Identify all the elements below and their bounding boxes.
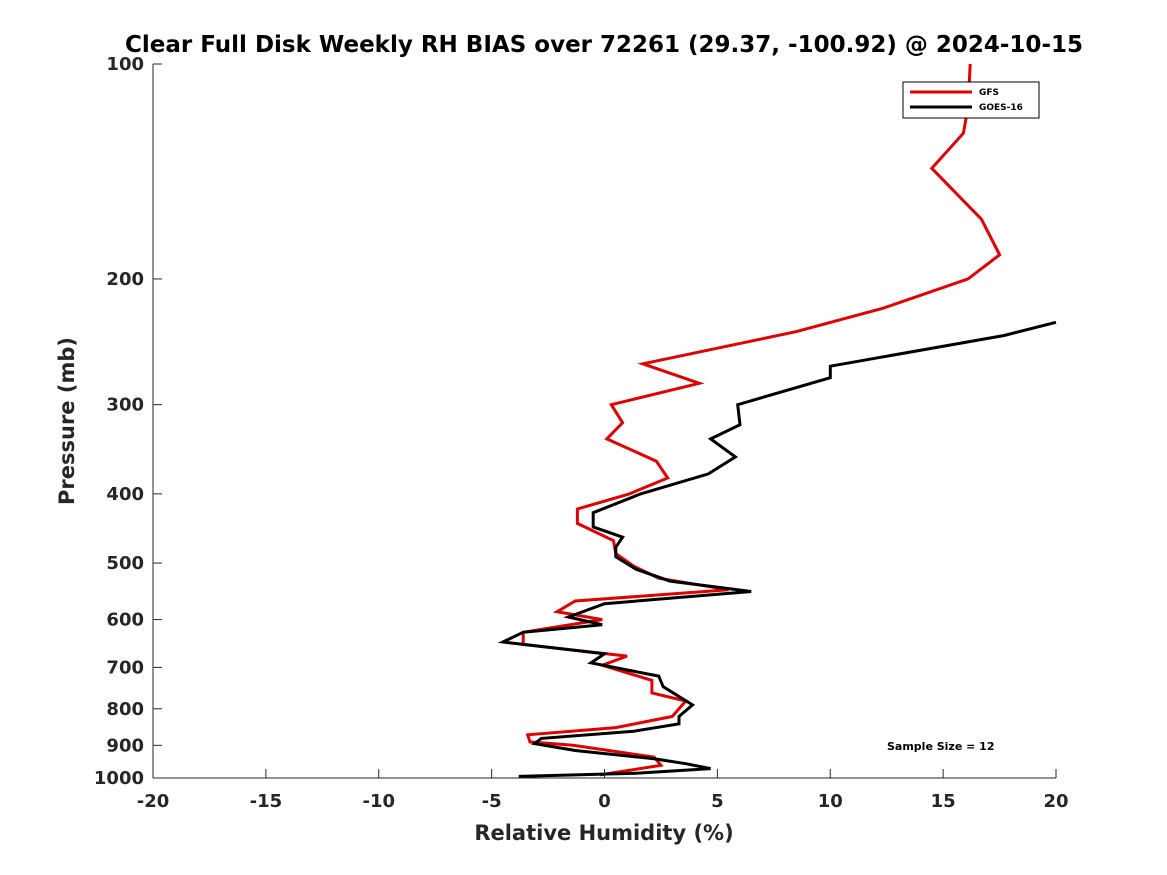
x-tick-label: 10 (818, 791, 843, 812)
plot-area: -20 -15 -10 -5 0 5 10 15 20 100 200 300 400 500 600 700… (94, 54, 1069, 812)
x-tick-label: -10 (362, 791, 395, 812)
series-line-gfs (521, 63, 1002, 777)
y-axis-label: Pressure (mb) (55, 337, 79, 505)
x-tick-label: 5 (711, 791, 724, 812)
y-tick-label: 100 (106, 54, 144, 75)
y-tick-label: 400 (106, 484, 144, 505)
y-tick-label: 800 (106, 699, 144, 720)
y-tick-label: 200 (106, 269, 144, 290)
x-tick-label: 0 (598, 791, 611, 812)
axes-layer: -20 -15 -10 -5 0 5 10 15 20 100 200 300 400 500 600 700… (94, 54, 1069, 812)
y-tick-label: 700 (106, 657, 144, 678)
x-tick-label: -20 (137, 791, 170, 812)
legend-label-goes16: GOES-16 (979, 103, 1023, 113)
legend-box (902, 81, 1040, 119)
x-tick-label: -5 (482, 791, 502, 812)
legend: GFS GOES-16 (902, 81, 1040, 119)
x-tick-label: 20 (1043, 791, 1068, 812)
series-layer (497, 63, 1057, 778)
y-tick-label: 300 (106, 395, 144, 416)
x-tick-label: -15 (250, 791, 283, 812)
x-axis-label: Relative Humidity (%) (474, 821, 733, 845)
chart-title: Clear Full Disk Weekly RH BIAS over 7226… (125, 32, 1083, 58)
y-tick-label: 1000 (94, 768, 144, 789)
y-tick-label: 900 (106, 735, 144, 756)
y-tick-label: 500 (106, 553, 144, 574)
sample-size-annotation: Sample Size = 12 (887, 740, 994, 753)
legend-label-gfs: GFS (979, 88, 999, 98)
x-tick-label: 15 (931, 791, 956, 812)
y-tick-label: 600 (106, 610, 144, 631)
series-line-goes16 (497, 320, 1057, 778)
